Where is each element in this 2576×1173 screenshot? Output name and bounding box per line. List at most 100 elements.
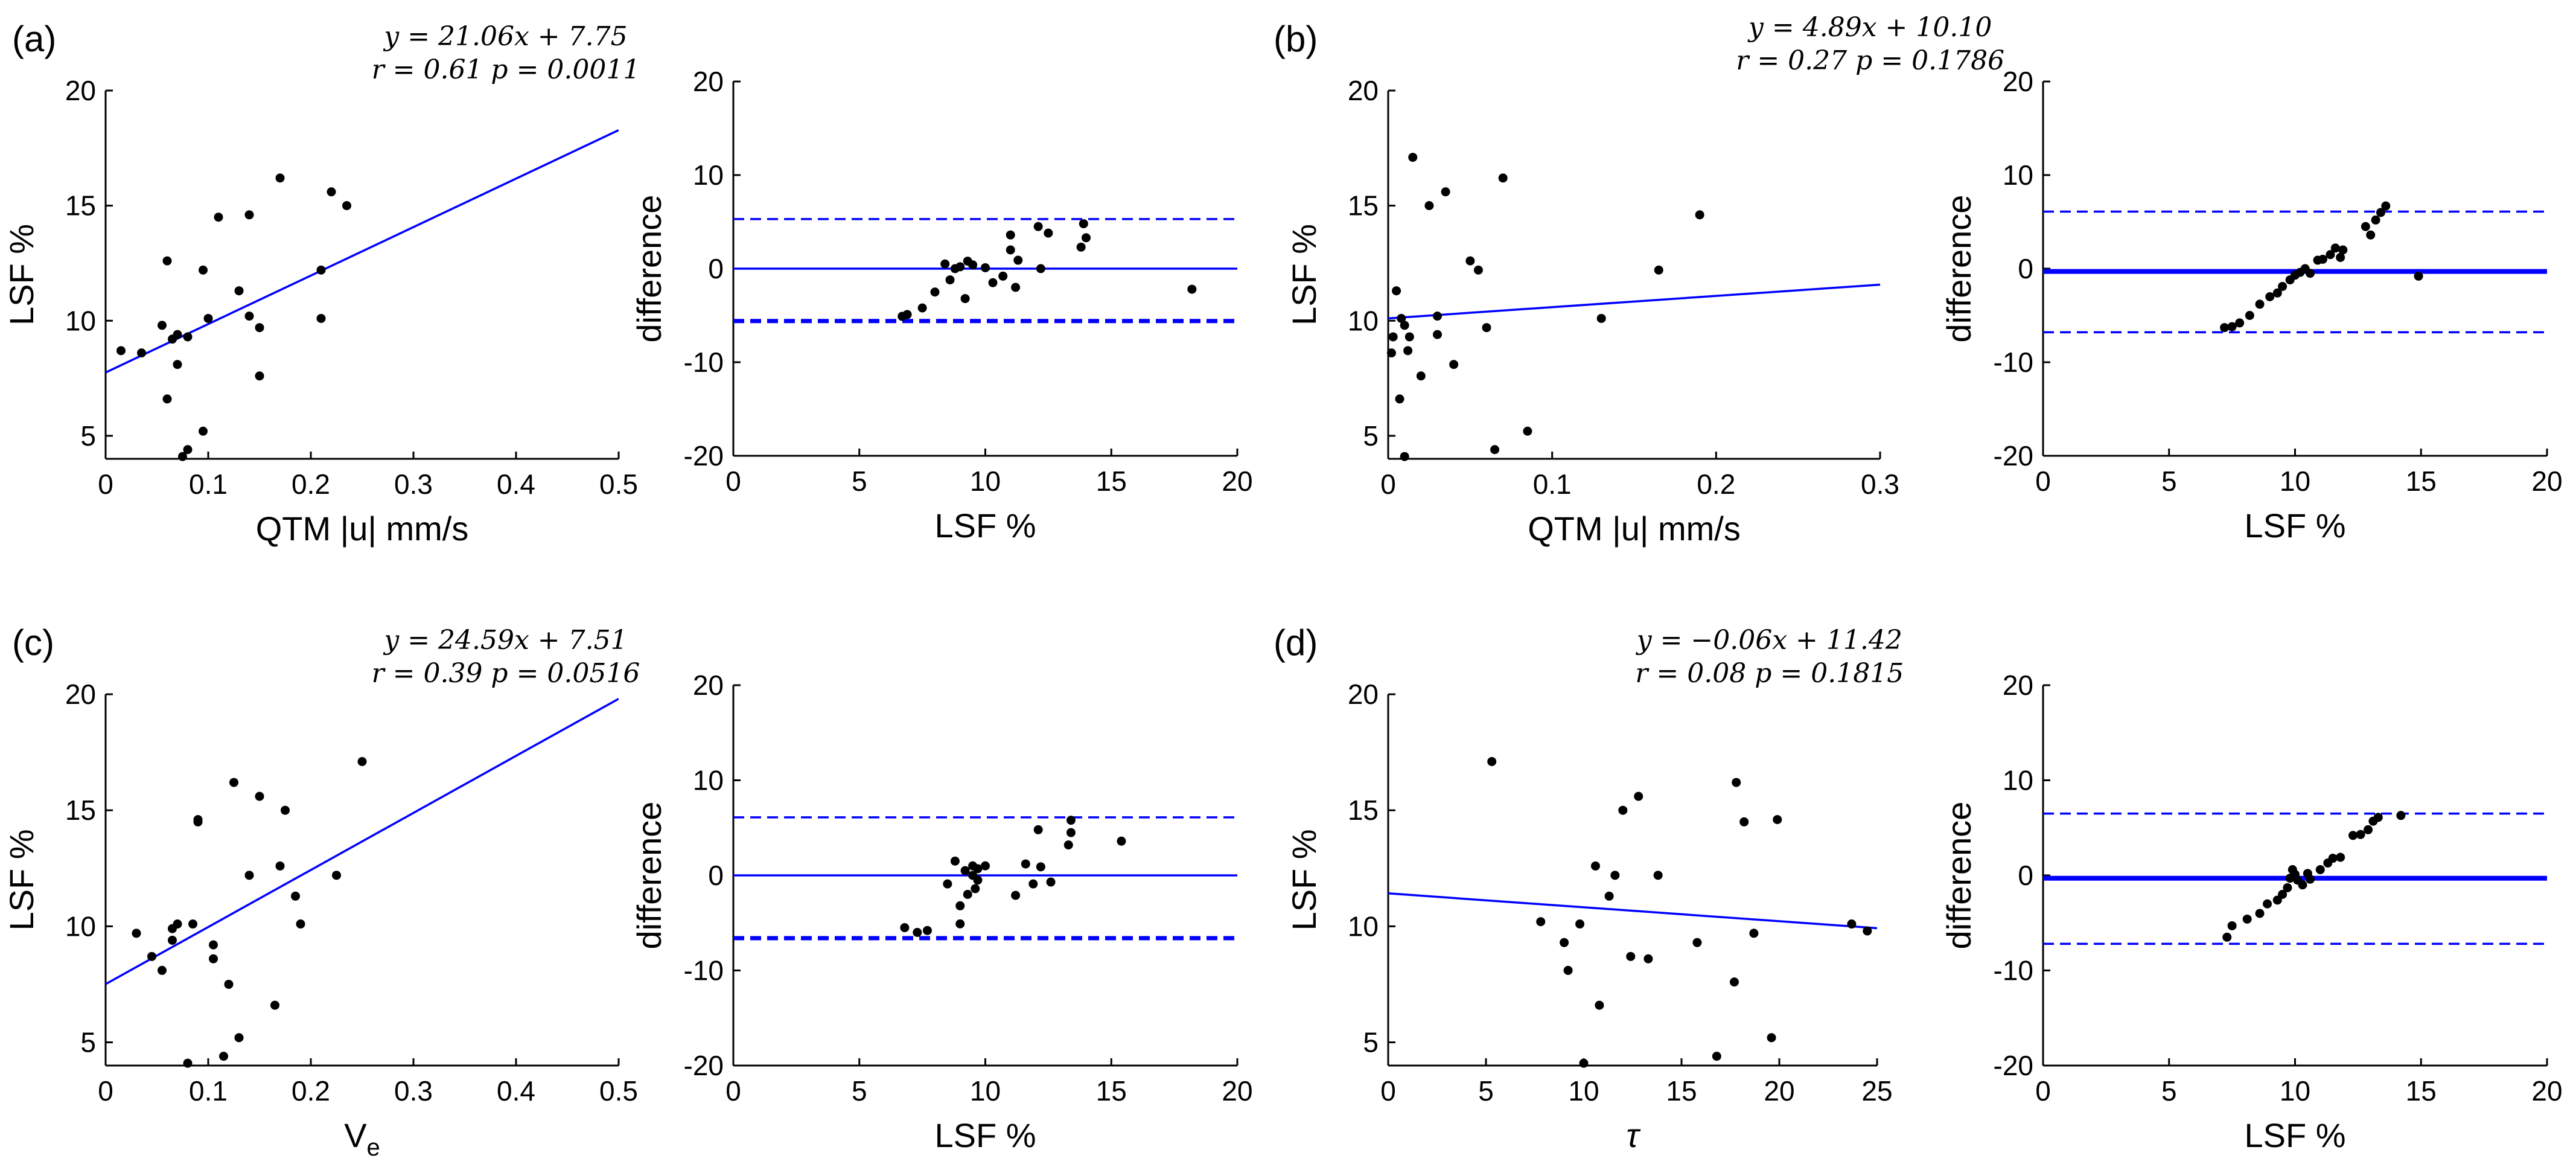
data-point <box>1473 265 1483 275</box>
y-tick-label: 15 <box>1348 794 1379 826</box>
data-point <box>1117 836 1126 846</box>
chart-a-ba: 0 5 10 15 20 -20 -10 0 10 20 LSF % difference <box>630 66 1253 545</box>
chart-b-ba: 0 5 10 15 20 -20 -10 0 10 20 LSF % difference <box>1940 66 2563 545</box>
y-axis-label: difference <box>1940 802 1978 950</box>
data-point <box>183 445 193 455</box>
data-point <box>2222 932 2232 942</box>
data-point <box>209 940 218 950</box>
data-point <box>2255 909 2265 918</box>
data-point <box>1044 228 1053 238</box>
panel-label: (c) <box>12 622 54 663</box>
x-tick-label: 0.2 <box>1697 468 1735 500</box>
x-tick-label: 20 <box>1764 1075 1794 1107</box>
y-axis-label: LSF % <box>1285 224 1323 325</box>
data-point <box>2376 208 2385 217</box>
data-point <box>1767 1033 1776 1043</box>
data-point <box>137 348 146 358</box>
data-point <box>955 901 965 910</box>
data-point <box>2287 865 2297 875</box>
data-point <box>244 312 254 321</box>
data-point <box>234 1033 244 1043</box>
data-point <box>922 925 932 935</box>
data-point <box>199 265 208 275</box>
x-tick-label: 20 <box>1222 465 1252 497</box>
data-point <box>973 864 983 874</box>
y-tick-label: 10 <box>65 910 96 942</box>
data-point <box>2278 281 2287 291</box>
y-axis-label: LSF % <box>2 829 40 930</box>
panel-label: (b) <box>1274 19 1318 59</box>
data-point <box>1739 817 1749 826</box>
panel-label: (a) <box>12 19 56 59</box>
data-point <box>1395 394 1404 404</box>
data-point <box>2235 318 2245 328</box>
data-point <box>963 890 972 899</box>
data-point <box>988 278 998 287</box>
y-tick-label: -10 <box>684 347 724 378</box>
data-point <box>1536 917 1546 927</box>
data-point <box>2348 831 2358 840</box>
x-tick-label: 25 <box>1861 1075 1892 1107</box>
data-point <box>930 287 940 297</box>
y-tick-label: 10 <box>693 159 724 191</box>
y-tick-label: -10 <box>1994 347 2033 378</box>
data-point <box>158 321 167 330</box>
data-point <box>1654 265 1663 275</box>
x-tick-label: 0.3 <box>394 1075 433 1107</box>
data-point <box>203 313 213 323</box>
data-point <box>2220 323 2230 333</box>
data-point <box>2336 852 2345 862</box>
y-tick-label: -20 <box>1994 1050 2033 1081</box>
y-tick-label: 0 <box>2018 860 2033 891</box>
x-tick-label: 0.4 <box>497 468 535 500</box>
data-point <box>234 286 244 296</box>
data-point <box>1523 426 1532 436</box>
data-point <box>1416 371 1426 381</box>
data-point <box>1063 840 1073 850</box>
y-tick-label: 15 <box>65 794 96 826</box>
data-point <box>2366 230 2376 240</box>
data-point <box>316 265 326 275</box>
x-axis-label: LSF % <box>934 1116 1036 1154</box>
x-tick-label: 20 <box>1222 1075 1252 1107</box>
x-tick-label: 15 <box>2406 1075 2437 1107</box>
data-point <box>193 815 203 825</box>
x-tick-label: 0 <box>2035 465 2051 497</box>
y-axis-label: LSF % <box>2 224 40 325</box>
data-point <box>968 260 978 270</box>
y-tick-label: 5 <box>80 420 96 452</box>
data-point <box>1013 255 1023 265</box>
regression-equation: y = 24.59x + 7.51 <box>383 625 627 656</box>
x-tick-label: 15 <box>1096 1075 1127 1107</box>
y-tick-label: 15 <box>65 190 96 222</box>
x-tick-label: 5 <box>2161 1075 2177 1107</box>
y-tick-label: 5 <box>1363 420 1379 452</box>
data-point <box>1006 245 1015 255</box>
y-tick-label: 10 <box>1348 305 1379 336</box>
data-point <box>173 330 182 339</box>
y-axis-label: difference <box>630 802 668 950</box>
y-axis-label: difference <box>630 195 668 343</box>
data-point <box>2227 921 2237 930</box>
data-point <box>255 323 264 333</box>
y-tick-label: 0 <box>708 253 724 284</box>
data-point <box>1033 222 1043 231</box>
data-point <box>2328 854 2338 863</box>
x-axis-label: Ve <box>344 1116 380 1161</box>
data-point <box>913 928 922 937</box>
data-point <box>943 879 952 889</box>
x-axis-label: LSF % <box>934 507 1036 545</box>
data-point <box>1449 360 1459 369</box>
data-point <box>275 173 285 183</box>
x-tick-label: 0.1 <box>1533 468 1572 500</box>
x-tick-label: 10 <box>2280 465 2310 497</box>
regression-equation: y = 21.06x + 7.75 <box>383 21 627 52</box>
fit-line <box>106 697 619 985</box>
data-point <box>917 303 927 313</box>
y-tick-label: 10 <box>693 765 724 796</box>
y-tick-label: 5 <box>1363 1027 1379 1058</box>
chart-d-ba: 0 5 10 15 20 -20 -10 0 10 20 LSF % difference <box>1940 670 2563 1154</box>
data-point <box>162 256 172 266</box>
data-point <box>973 875 983 885</box>
